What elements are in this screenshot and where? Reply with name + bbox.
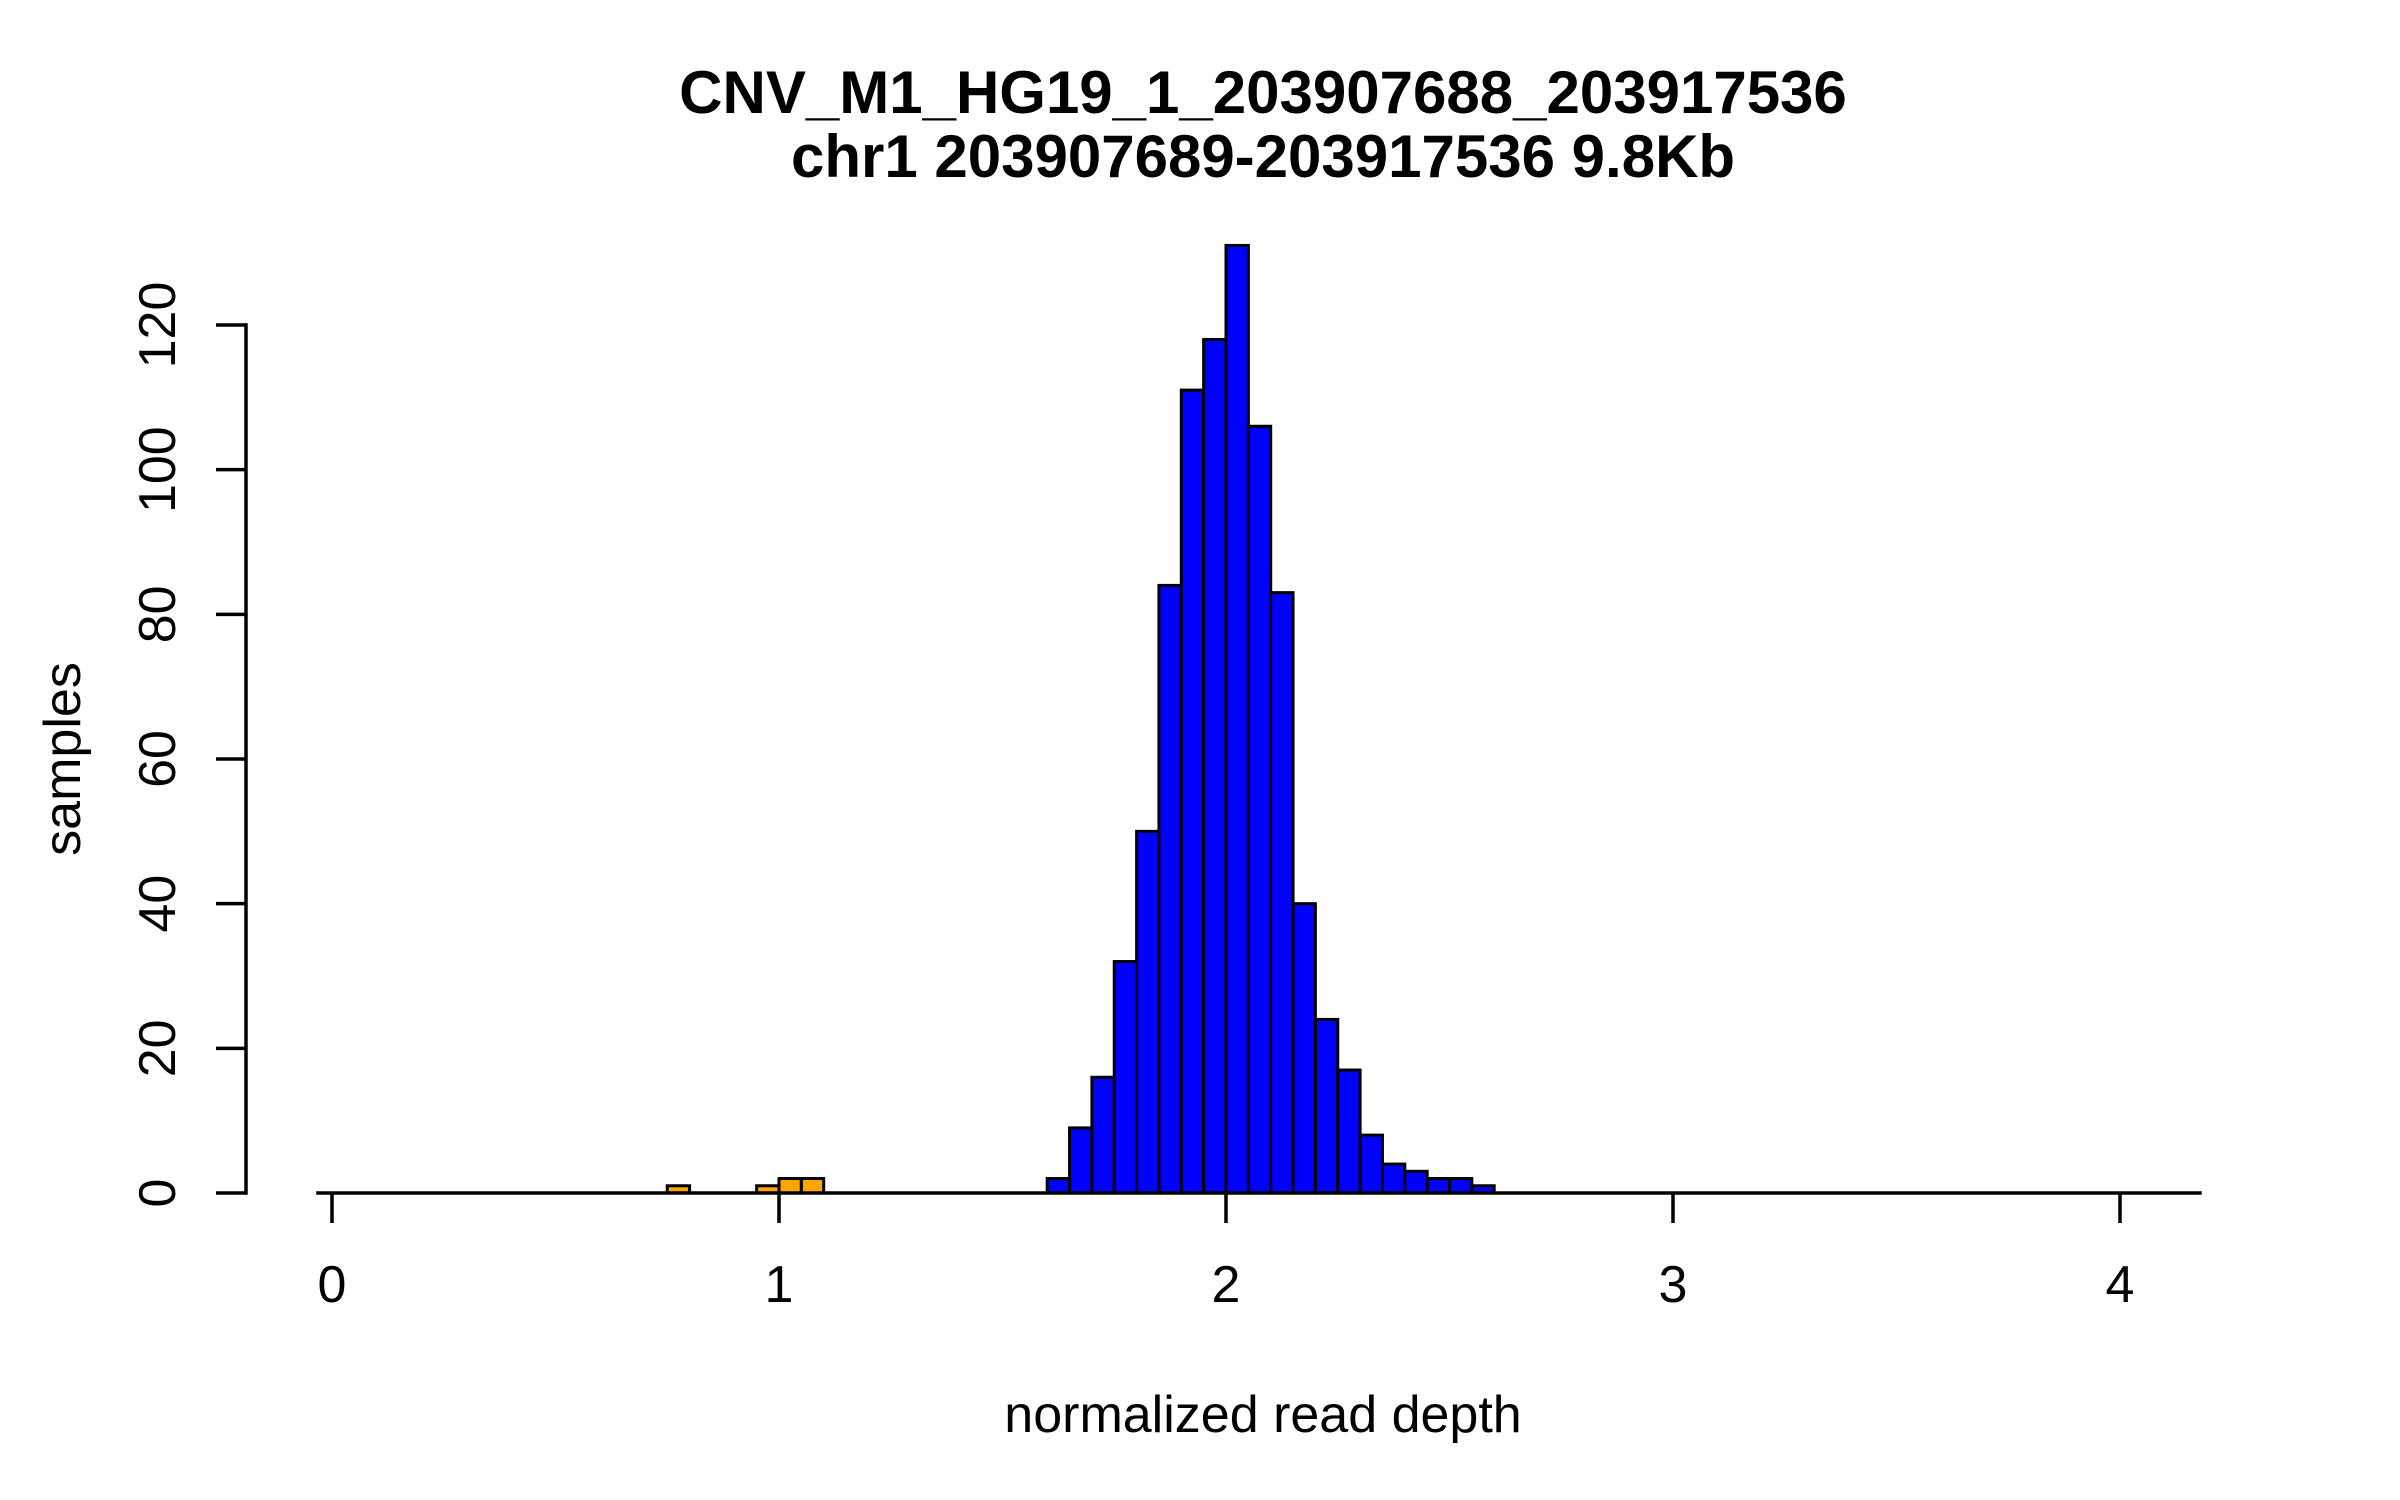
y-tick-label: 0 — [129, 1179, 187, 1208]
x-tick-label: 2 — [1212, 1256, 1241, 1314]
histogram-bar — [777, 1177, 803, 1195]
chart-title: CNV_M1_HG19_1_203907688_203917536 — [679, 59, 1847, 126]
histogram-bar — [1090, 1075, 1116, 1195]
x-tick-label: 1 — [765, 1256, 794, 1314]
y-tick-label: 40 — [129, 875, 187, 933]
x-tick-label: 3 — [1659, 1256, 1688, 1314]
x-tick-label: 4 — [2106, 1256, 2135, 1314]
y-tick-label: 120 — [129, 282, 187, 369]
histogram-bar — [1179, 388, 1206, 1195]
histogram-bar — [1068, 1126, 1094, 1195]
histogram-bar — [799, 1177, 826, 1195]
histogram-bar — [1448, 1177, 1474, 1195]
histogram-bar — [1269, 591, 1295, 1195]
y-axis: 0 20 40 60 80 100 120 — [129, 282, 248, 1208]
histogram-bars — [665, 243, 1496, 1195]
histogram-bar — [1045, 1177, 1072, 1195]
histogram-bar — [1425, 1177, 1452, 1195]
histogram-bar — [1157, 583, 1183, 1195]
histogram-bar — [1202, 337, 1228, 1195]
y-axis-label: samples — [34, 662, 92, 856]
histogram-bar — [1358, 1133, 1384, 1195]
y-tick-label: 20 — [129, 1019, 187, 1077]
chart-subtitle: chr1 203907689-203917536 9.8Kb — [791, 123, 1735, 190]
histogram-bar — [1403, 1169, 1429, 1195]
histogram-bar — [1246, 424, 1273, 1195]
histogram-bar — [1224, 243, 1250, 1195]
y-tick-label: 60 — [129, 730, 187, 788]
x-axis-label: normalized read depth — [1004, 1386, 1521, 1444]
histogram-bar — [1336, 1068, 1362, 1195]
histogram-bar — [1313, 1017, 1340, 1195]
x-tick-label: 0 — [318, 1256, 347, 1314]
histogram-bar — [1291, 902, 1317, 1195]
y-tick-label: 80 — [129, 585, 187, 643]
histogram-bar — [1112, 960, 1139, 1195]
histogram-bar — [1380, 1162, 1407, 1195]
histogram-bar — [1135, 829, 1161, 1195]
x-axis: 0 1 2 3 4 — [316, 1191, 2202, 1314]
y-tick-label: 100 — [129, 426, 187, 513]
